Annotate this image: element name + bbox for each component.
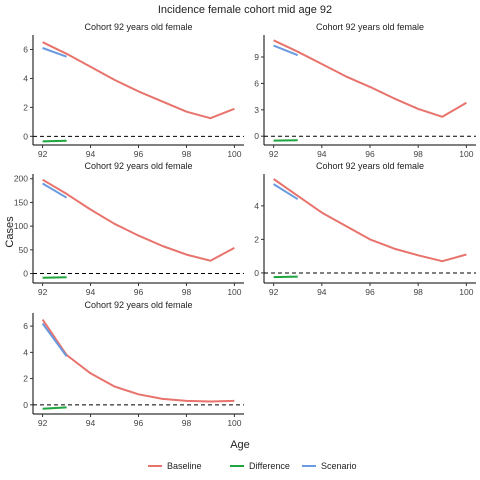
x-tick-label: 94	[86, 287, 96, 297]
x-tick-label: 92	[269, 149, 279, 159]
x-tick-label: 100	[227, 149, 241, 159]
series-line-baseline	[43, 180, 235, 261]
x-tick-label: 96	[365, 287, 375, 297]
series-line-baseline	[274, 179, 467, 261]
panel-2: Cohort 92 years old female 0 3 6 9 92 94 96 98 10…	[254, 22, 476, 159]
panel-3: Cohort 92 years old female 0 50 100 150 200 92…	[14, 161, 244, 297]
y-tick-label: 0	[23, 400, 28, 410]
series-line-baseline	[43, 320, 235, 402]
x-tick-label: 96	[134, 287, 144, 297]
series-line-baseline	[43, 42, 235, 118]
panel-4: Cohort 92 years old female 0 2 4 92 94 96 98 100	[254, 161, 476, 297]
y-tick-label: 0	[23, 131, 28, 141]
legend-label-baseline: Baseline	[167, 461, 202, 471]
y-tick-label: 150	[14, 197, 28, 207]
legend-label-scenario: Scenario	[321, 461, 357, 471]
x-tick-label: 92	[269, 287, 279, 297]
series-line-difference	[43, 407, 67, 408]
y-tick-label: 6	[254, 78, 259, 88]
x-tick-label: 98	[182, 149, 192, 159]
panel-1: Cohort 92 years old female 0 2 4 6 92 94 96 98 10…	[23, 22, 244, 159]
y-tick-label: 9	[254, 52, 259, 62]
y-tick-label: 2	[23, 374, 28, 384]
x-axis-label: Age	[230, 439, 250, 451]
legend: Baseline Difference Scenario	[148, 461, 357, 471]
x-tick-label: 100	[227, 418, 241, 428]
x-tick-label: 96	[365, 149, 375, 159]
series-line-baseline	[274, 40, 467, 117]
panel-title: Cohort 92 years old female	[84, 300, 192, 310]
x-tick-label: 98	[413, 287, 423, 297]
x-tick-label: 94	[317, 287, 327, 297]
y-tick-label: 6	[23, 321, 28, 331]
x-tick-label: 100	[459, 149, 473, 159]
y-tick-label: 4	[23, 347, 28, 357]
x-tick-label: 92	[38, 418, 48, 428]
series-line-scenario	[43, 324, 67, 357]
y-tick-label: 100	[14, 221, 28, 231]
y-tick-label: 2	[254, 234, 259, 244]
panel-title: Cohort 92 years old female	[84, 22, 192, 32]
panel-title: Cohort 92 years old female	[316, 22, 424, 32]
y-tick-label: 50	[19, 245, 29, 255]
series-line-difference	[274, 277, 298, 278]
x-tick-label: 92	[38, 149, 48, 159]
x-tick-label: 98	[182, 418, 192, 428]
x-tick-label: 98	[182, 287, 192, 297]
x-tick-label: 100	[459, 287, 473, 297]
y-tick-label: 3	[254, 105, 259, 115]
x-tick-label: 92	[38, 287, 48, 297]
series-line-scenario	[43, 184, 67, 198]
legend-label-difference: Difference	[249, 461, 290, 471]
x-tick-label: 94	[86, 418, 96, 428]
series-line-difference	[43, 141, 67, 142]
series-line-difference	[43, 277, 67, 278]
x-tick-label: 94	[317, 149, 327, 159]
y-tick-label: 0	[254, 131, 259, 141]
y-tick-label: 2	[23, 102, 28, 112]
panel-title: Cohort 92 years old female	[316, 161, 424, 171]
figure-title: Incidence female cohort mid age 92	[158, 4, 332, 16]
y-tick-label: 4	[254, 201, 259, 211]
y-tick-label: 0	[23, 269, 28, 279]
y-tick-label: 6	[23, 44, 28, 54]
x-tick-label: 98	[413, 149, 423, 159]
y-tick-label: 4	[23, 73, 28, 83]
panel-5: Cohort 92 years old female 0 2 4 6 92 94 96 98 10…	[23, 300, 244, 428]
y-tick-label: 200	[14, 174, 28, 184]
x-tick-label: 96	[134, 418, 144, 428]
x-tick-label: 94	[86, 149, 96, 159]
x-tick-label: 96	[134, 149, 144, 159]
y-tick-label: 0	[254, 268, 259, 278]
x-tick-label: 100	[227, 287, 241, 297]
panel-title: Cohort 92 years old female	[84, 161, 192, 171]
